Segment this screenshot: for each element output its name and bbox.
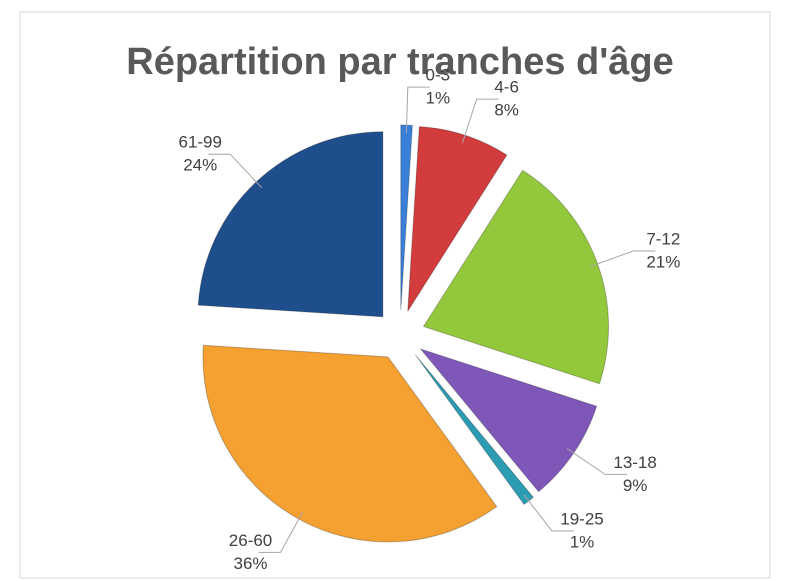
slice-value-label: 1%: [570, 532, 595, 551]
slice-value-label: 21%: [646, 252, 680, 271]
leader-line: [566, 448, 628, 475]
leader-line: [589, 250, 656, 268]
slice-label: 26-60: [229, 531, 272, 550]
slice-label: 7-12: [646, 229, 680, 248]
slice-label: 0-3: [426, 66, 451, 85]
slice-label: 4-6: [494, 78, 519, 97]
slice-label: 19-25: [560, 509, 603, 528]
slice-value-label: 36%: [234, 554, 268, 573]
leader-line: [461, 98, 499, 144]
slice-value-label: 8%: [494, 101, 519, 120]
leader-line: [258, 511, 304, 553]
chart-title: Répartition par tranches d'âge: [126, 41, 674, 83]
leader-line: [208, 153, 263, 189]
leader-line: [523, 494, 575, 532]
leader-line: [405, 86, 430, 134]
slice-value-label: 24%: [183, 156, 217, 175]
slice-label: 61-99: [178, 133, 221, 152]
slice-value-label: 1%: [426, 89, 451, 108]
slice-value-label: 9%: [623, 476, 648, 495]
slice-label: 13-18: [613, 453, 656, 472]
